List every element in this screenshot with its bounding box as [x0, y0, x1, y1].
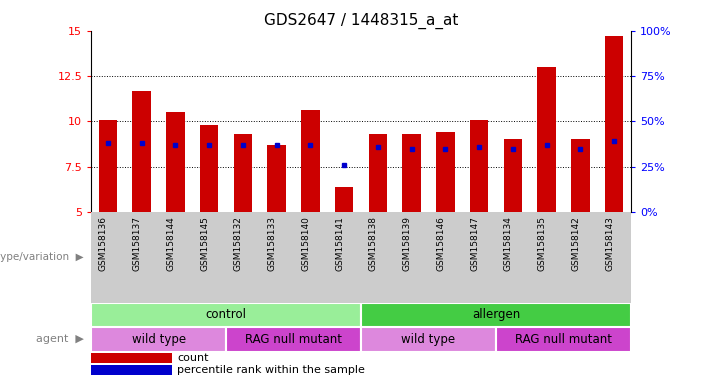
Text: GSM158144: GSM158144: [166, 217, 175, 271]
Bar: [166, 112, 185, 212]
Bar: [200, 125, 219, 212]
Text: percentile rank within the sample: percentile rank within the sample: [177, 365, 365, 375]
Bar: [91, 365, 172, 375]
Bar: [361, 327, 496, 352]
Text: GSM158145: GSM158145: [200, 217, 209, 271]
Text: control: control: [205, 308, 247, 321]
Text: RAG null mutant: RAG null mutant: [515, 333, 612, 346]
Text: GSM158140: GSM158140: [301, 217, 311, 271]
Bar: [99, 119, 117, 212]
Bar: [496, 327, 631, 352]
Bar: [605, 36, 623, 212]
Bar: [226, 327, 361, 352]
Bar: [537, 67, 556, 212]
Text: GSM158146: GSM158146: [436, 217, 445, 271]
Text: GSM158141: GSM158141: [335, 217, 344, 271]
Text: GSM158143: GSM158143: [605, 217, 614, 271]
Bar: [402, 134, 421, 212]
Text: GSM158147: GSM158147: [470, 217, 479, 271]
Bar: [132, 91, 151, 212]
Bar: [436, 132, 455, 212]
Bar: [335, 187, 353, 212]
Bar: [91, 353, 172, 363]
Text: wild type: wild type: [402, 333, 456, 346]
Bar: [267, 145, 286, 212]
Text: GSM158133: GSM158133: [268, 217, 277, 271]
Text: GSM158136: GSM158136: [99, 217, 108, 271]
Text: GSM158142: GSM158142: [571, 217, 580, 271]
Text: genotype/variation  ▶: genotype/variation ▶: [0, 252, 84, 262]
Text: agent  ▶: agent ▶: [36, 334, 84, 344]
Bar: [571, 139, 590, 212]
Bar: [470, 119, 489, 212]
Text: GSM158137: GSM158137: [132, 217, 142, 271]
Text: GSM158139: GSM158139: [402, 217, 411, 271]
Bar: [369, 134, 387, 212]
Text: count: count: [177, 353, 209, 363]
Bar: [91, 327, 226, 352]
Bar: [361, 303, 631, 327]
Text: GSM158132: GSM158132: [234, 217, 243, 271]
Title: GDS2647 / 1448315_a_at: GDS2647 / 1448315_a_at: [264, 13, 458, 29]
Text: wild type: wild type: [132, 333, 186, 346]
Bar: [301, 111, 320, 212]
Text: GSM158135: GSM158135: [538, 217, 547, 271]
Text: RAG null mutant: RAG null mutant: [245, 333, 342, 346]
Bar: [503, 139, 522, 212]
Bar: [91, 303, 361, 327]
Bar: [233, 134, 252, 212]
Text: allergen: allergen: [472, 308, 520, 321]
Text: GSM158134: GSM158134: [504, 217, 513, 271]
Text: GSM158138: GSM158138: [369, 217, 378, 271]
